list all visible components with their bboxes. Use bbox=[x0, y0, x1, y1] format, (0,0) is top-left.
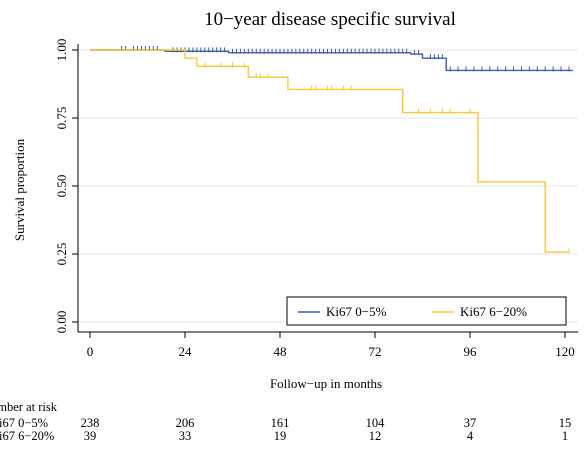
series-line-0 bbox=[90, 49, 573, 72]
series-line-1 bbox=[90, 49, 569, 253]
risk-count: 4 bbox=[467, 429, 474, 443]
x-tick-label: 96 bbox=[464, 344, 478, 359]
risk-count: 12 bbox=[369, 429, 382, 443]
x-tick-label: 48 bbox=[274, 344, 287, 359]
risk-row-label: Ki67 0−5% bbox=[0, 416, 48, 430]
axes: 0.00 0.25 0.50 0.75 1.00 0 24 48 72 96 120 bbox=[54, 39, 578, 359]
y-tick-label: 0.75 bbox=[54, 107, 69, 130]
legend: Ki67 0−5% Ki67 6−20% bbox=[286, 296, 567, 326]
risk-table: Number at risk Ki67 0−5% 238 206 161 104 37 15 K… bbox=[0, 400, 571, 443]
x-tick-label: 24 bbox=[179, 344, 193, 359]
chart-title: 10−year disease specific survival bbox=[204, 9, 456, 30]
legend-box bbox=[286, 296, 567, 326]
legend-label-1: Ki67 6−20% bbox=[460, 304, 527, 319]
risk-count: 19 bbox=[274, 429, 287, 443]
y-tick-label: 1.00 bbox=[54, 39, 69, 62]
risk-count: 37 bbox=[464, 416, 477, 430]
x-tick-label: 0 bbox=[87, 344, 94, 359]
risk-count: 238 bbox=[81, 416, 100, 430]
x-tick-label: 120 bbox=[555, 344, 575, 359]
risk-count: 33 bbox=[179, 429, 192, 443]
risk-count: 161 bbox=[271, 416, 290, 430]
series-layer bbox=[90, 46, 573, 254]
x-axis-title: Follow−up in months bbox=[270, 376, 382, 391]
risk-count: 104 bbox=[366, 416, 386, 430]
y-tick-label: 0.50 bbox=[54, 175, 69, 198]
risk-table-title: Number at risk bbox=[0, 400, 58, 414]
legend-label-0: Ki67 0−5% bbox=[326, 304, 387, 319]
x-tick-label: 72 bbox=[369, 344, 382, 359]
y-axis-title: Survival proportion bbox=[12, 138, 27, 241]
risk-count: 206 bbox=[176, 416, 195, 430]
risk-count: 1 bbox=[562, 429, 568, 443]
risk-count: 15 bbox=[559, 416, 572, 430]
risk-count: 39 bbox=[84, 429, 97, 443]
y-tick-label: 0.25 bbox=[54, 243, 69, 266]
y-tick-label: 0.00 bbox=[54, 311, 69, 334]
risk-row-label: Ki67 6−20% bbox=[0, 429, 54, 443]
